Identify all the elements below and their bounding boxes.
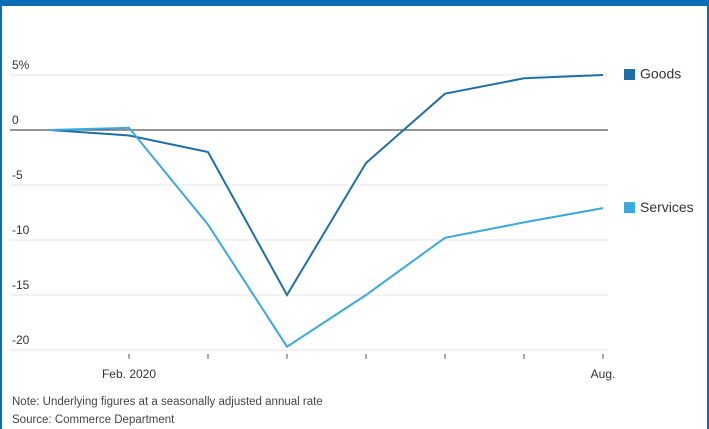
legend-label: Goods	[640, 66, 681, 82]
series-line	[49, 126, 604, 349]
x-tick-label: Feb. 2020	[102, 367, 156, 381]
legend-swatch	[624, 69, 635, 80]
series-line	[49, 74, 604, 298]
right-border	[707, 0, 709, 429]
top-border	[0, 0, 709, 6]
y-tick-label: 5%	[12, 58, 30, 72]
legend-label: Services	[640, 199, 694, 215]
y-tick-label: -10	[12, 223, 30, 237]
y-tick-label: -5	[12, 168, 23, 182]
legend-swatch	[624, 202, 635, 214]
y-tick-label: -20	[12, 333, 30, 347]
left-border	[0, 0, 2, 429]
x-tick-label: Aug.	[591, 367, 616, 381]
y-tick-label: -15	[12, 278, 30, 292]
source: Source: Commerce Department	[12, 414, 175, 426]
note: Note: Underlying figures at a seasonally…	[12, 396, 323, 408]
y-tick-label: 0	[12, 113, 19, 127]
